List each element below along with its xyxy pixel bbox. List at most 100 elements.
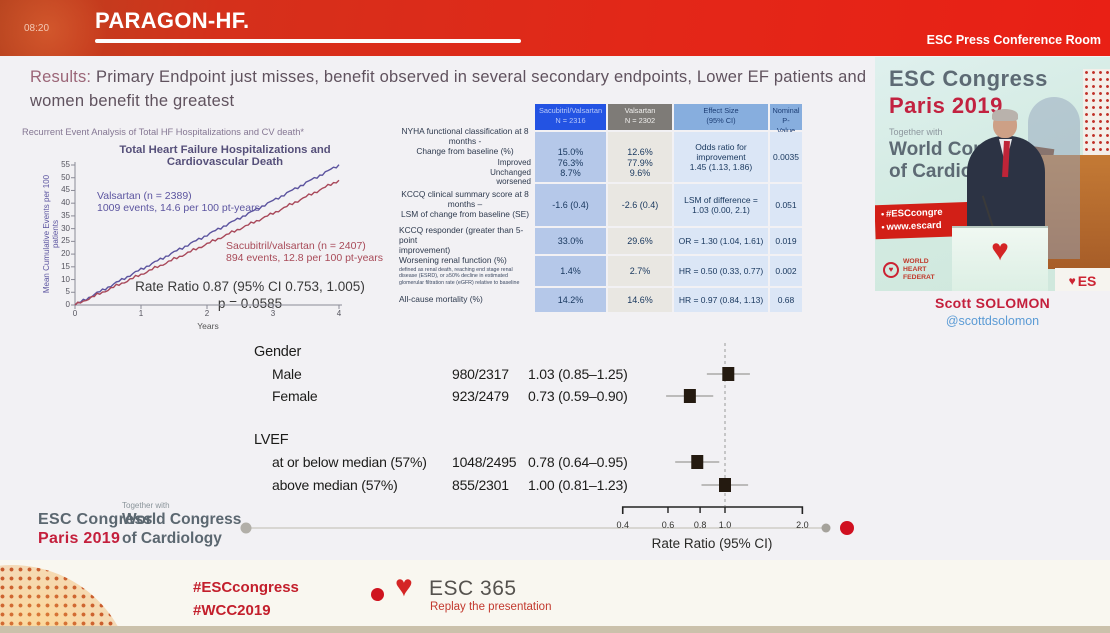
footer-band <box>0 560 1110 633</box>
table-p-value: 0.68 <box>770 288 802 312</box>
forest-row-label: Male <box>272 366 302 382</box>
table-p-value: 0.051 <box>770 184 802 226</box>
footer-esc-congress: ESC Congress <box>38 511 153 528</box>
backdrop-esc-congress: ESC Congress <box>889 66 1048 91</box>
chart-x-axis-label: Years <box>197 321 219 331</box>
esc365-label: ESC 365 <box>429 577 517 600</box>
y-axis-tick-label: 5 <box>65 287 70 297</box>
slide-title-line2: women benefit the greatest <box>30 92 235 110</box>
speaker-name: Scott SOLOMON <box>934 295 1051 311</box>
y-axis-tick-label: 10 <box>61 274 70 284</box>
y-axis-tick-label: 45 <box>61 185 70 195</box>
footer-together-with: Together with <box>122 501 170 510</box>
y-axis-tick-label: 25 <box>61 236 70 246</box>
table-column-header: Sacubitril/Valsartan N = 2316 <box>535 104 606 130</box>
y-axis-tick-label: 55 <box>61 160 70 169</box>
forest-row-estimate: 0.78 (0.64–0.95) <box>528 454 628 470</box>
series-valsartan-label: Valsartan (n = 2389) <box>97 190 192 202</box>
footer-world-congress: World Congress <box>122 511 242 528</box>
secondary-endpoints-table: Sacubitril/Valsartan N = 2316 Valsartan N =… <box>397 104 802 312</box>
forest-row-estimate: 1.00 (0.81–1.23) <box>528 477 628 493</box>
table-row-label: NYHA functional classification at 8 mont… <box>401 126 531 187</box>
table-column-header: Nominal P- Value <box>770 104 802 135</box>
y-axis-tick-label: 50 <box>61 172 70 182</box>
header-bar: 08:20 PARAGON-HF. ESC Press Conference R… <box>0 0 1110 56</box>
forest-row-estimate: 0.73 (0.59–0.90) <box>528 388 628 404</box>
x-axis-tick-label: 1 <box>138 309 144 318</box>
table-effect-size: OR = 1.30 (1.04, 1.61) <box>674 228 768 254</box>
slide-title-line1: Results: Primary Endpoint just misses, b… <box>30 68 866 87</box>
esc-side-text: ES <box>1077 273 1097 289</box>
forest-point-estimate-marker <box>719 478 731 492</box>
table-value-sacubitril: 33.0% <box>535 228 606 254</box>
whf-heart-icon: ♥ <box>883 261 899 278</box>
forest-row-label: Female <box>272 388 318 404</box>
forest-axis-tick-label: 1.0 <box>718 520 732 530</box>
session-title: PARAGON-HF. <box>95 8 250 33</box>
whf-line1: WORLD <box>903 258 929 265</box>
forest-axis-tick-label: 0.8 <box>693 520 707 530</box>
x-axis-tick-label: 3 <box>270 309 276 318</box>
forest-group-label: LVEF <box>254 432 289 448</box>
slide-title-rest: Primary Endpoint just misses, benefit ob… <box>91 68 867 86</box>
speaker-twitter-handle: @scottdsolomon <box>945 314 1040 328</box>
esc-side-heart-icon: ♥ <box>1068 274 1076 288</box>
forest-x-axis-label: Rate Ratio (95% CI) <box>651 536 773 551</box>
forest-row-events: 1048/2495 <box>452 454 517 470</box>
clock-time: 08:20 <box>24 23 50 34</box>
chart-title: Total Heart Failure Hospitalizations and… <box>119 144 331 168</box>
forest-axis-tick-label: 0.6 <box>661 520 675 530</box>
forest-point-estimate-marker <box>691 455 704 469</box>
series-valsartan-note: 1009 events, 14.6 per 100 pt-years <box>97 202 260 214</box>
table-value-valsartan: -2.6 (0.4) <box>608 184 672 226</box>
forest-group-label: Gender <box>254 344 302 360</box>
table-column-header: Valsartan N = 2302 <box>608 104 672 130</box>
forest-row-events: 923/2479 <box>452 388 509 404</box>
table-value-valsartan: 14.6% <box>608 288 672 312</box>
room-label: ESC Press Conference Room <box>926 33 1101 47</box>
red-bullet <box>371 588 384 601</box>
forest-axis-tick-label: 2.0 <box>796 520 809 530</box>
table-p-value: 0.0035 <box>770 132 802 182</box>
whf-line2: HEART <box>903 265 927 273</box>
y-axis-tick-label: 35 <box>61 210 70 220</box>
hashtag-wcc2019: #WCC2019 <box>193 602 271 619</box>
footer-of-cardiology: of Cardiology <box>122 530 222 547</box>
forest-row-events: 855/2301 <box>452 477 509 493</box>
x-axis-tick-label: 2 <box>204 309 210 318</box>
table-effect-size: HR = 0.50 (0.33, 0.77) <box>674 256 768 286</box>
slide-title-lead: Results: <box>30 68 92 86</box>
esc365-replay-label: Replay the presentation <box>430 601 552 613</box>
table-row-label: KCCQ responder (greater than 5-point impr… <box>399 225 524 255</box>
esc365-heart-icon: ♥ <box>395 570 413 603</box>
forest-row-estimate: 1.03 (0.85–1.25) <box>528 366 628 382</box>
speaker-photo: ESC Congress Paris 2019 Together with Wo… <box>875 57 1110 291</box>
table-value-valsartan: 2.7% <box>608 256 672 286</box>
chart-y-axis-label: Mean Cumulative Events per 100 patients <box>42 174 60 294</box>
footer-paris-2019: Paris 2019 <box>38 530 121 547</box>
x-axis-tick-label: 4 <box>336 309 342 318</box>
y-axis-tick-label: 30 <box>61 223 70 233</box>
table-effect-size: Odds ratio for improvement 1.45 (1.13, 1.8… <box>674 132 768 182</box>
y-axis-tick-label: 40 <box>61 198 70 208</box>
table-row-label: All-cause mortality (%) <box>399 294 483 305</box>
table-column-header: Effect Size (95% CI) <box>674 104 768 130</box>
hashtag-esccongress: #ESCcongress <box>193 579 299 596</box>
podium: ♥ <box>952 226 1048 291</box>
desk-edge <box>0 626 1110 633</box>
chart-subtitle: Recurrent Event Analysis of Total HF Hos… <box>22 127 304 137</box>
x-axis-tick-label: 0 <box>72 309 78 318</box>
table-value-sacubitril: 1.4% <box>535 256 606 286</box>
table-value-sacubitril: -1.6 (0.4) <box>535 184 606 226</box>
table-p-value: 0.019 <box>770 228 802 254</box>
forest-row-label: at or below median (57%) <box>272 454 427 470</box>
table-p-value: 0.002 <box>770 256 802 286</box>
table-effect-size: HR = 0.97 (0.84, 1.13) <box>674 288 768 312</box>
esc-side-logo: ♥ ES <box>1055 268 1110 291</box>
forest-point-estimate-marker <box>722 367 735 381</box>
whf-line3: FEDERAT <box>903 273 935 281</box>
chart-rate-ratio-annotation: Rate Ratio 0.87 (95% CI 0.753, 1.005) <box>135 279 365 294</box>
forest-point-estimate-marker <box>683 389 696 403</box>
y-axis-tick-label: 15 <box>61 261 70 271</box>
world-heart-federation-logo: ♥ WORLD HEART FEDERAT <box>883 258 935 281</box>
